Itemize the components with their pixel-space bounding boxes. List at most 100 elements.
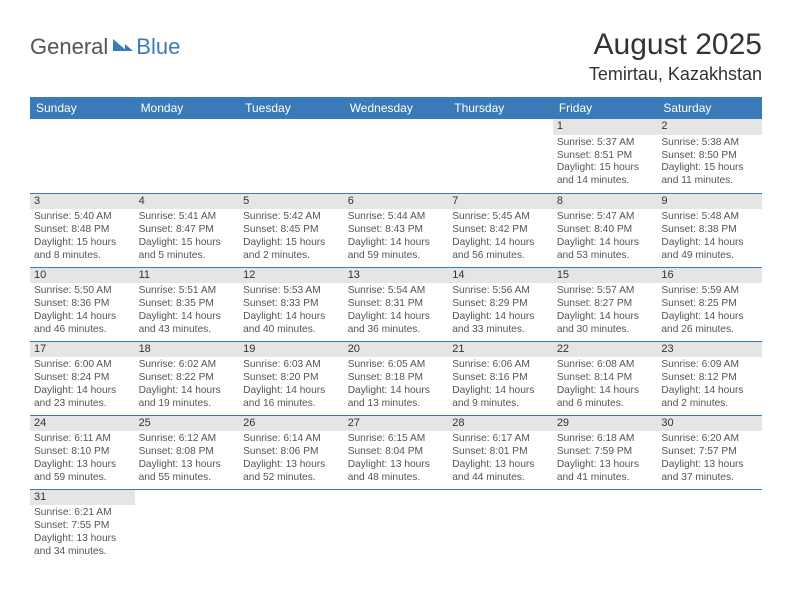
weekday-header: Saturday [657,97,762,119]
calendar-week-row: 31Sunrise: 6:21 AMSunset: 7:55 PMDayligh… [30,489,762,563]
calendar-day-cell: 7Sunrise: 5:45 AMSunset: 8:42 PMDaylight… [448,193,553,267]
sunset-line: Sunset: 8:31 PM [348,298,445,311]
sunset-line: Sunset: 8:06 PM [243,446,340,459]
day-number: 13 [344,268,449,284]
sunrise-line: Sunrise: 6:00 AM [34,359,131,372]
calendar-empty-cell [344,119,449,193]
location: Temirtau, Kazakhstan [589,64,762,85]
calendar-day-cell: 24Sunrise: 6:11 AMSunset: 8:10 PMDayligh… [30,415,135,489]
weekday-header: Thursday [448,97,553,119]
day-number: 24 [30,416,135,432]
sunrise-line: Sunrise: 5:50 AM [34,285,131,298]
sunset-line: Sunset: 8:22 PM [139,372,236,385]
sunset-line: Sunset: 8:38 PM [661,224,758,237]
sunrise-line: Sunrise: 6:08 AM [557,359,654,372]
sunset-line: Sunset: 8:01 PM [452,446,549,459]
calendar-table: SundayMondayTuesdayWednesdayThursdayFrid… [30,97,762,563]
calendar-day-cell: 9Sunrise: 5:48 AMSunset: 8:38 PMDaylight… [657,193,762,267]
logo-text-general: General [30,34,108,60]
calendar-day-cell: 2Sunrise: 5:38 AMSunset: 8:50 PMDaylight… [657,119,762,193]
calendar-day-cell: 14Sunrise: 5:56 AMSunset: 8:29 PMDayligh… [448,267,553,341]
daylight-line: Daylight: 14 hours and 40 minutes. [243,311,340,337]
daylight-line: Daylight: 13 hours and 34 minutes. [34,533,131,559]
daylight-line: Daylight: 14 hours and 46 minutes. [34,311,131,337]
calendar-empty-cell [553,489,658,563]
calendar-day-cell: 27Sunrise: 6:15 AMSunset: 8:04 PMDayligh… [344,415,449,489]
calendar-week-row: 24Sunrise: 6:11 AMSunset: 8:10 PMDayligh… [30,415,762,489]
day-number: 28 [448,416,553,432]
sunrise-line: Sunrise: 6:20 AM [661,433,758,446]
calendar-empty-cell [657,489,762,563]
daylight-line: Daylight: 15 hours and 8 minutes. [34,237,131,263]
sunset-line: Sunset: 8:42 PM [452,224,549,237]
calendar-day-cell: 13Sunrise: 5:54 AMSunset: 8:31 PMDayligh… [344,267,449,341]
day-number: 3 [30,194,135,210]
daylight-line: Daylight: 15 hours and 2 minutes. [243,237,340,263]
daylight-line: Daylight: 13 hours and 52 minutes. [243,459,340,485]
weekday-header: Wednesday [344,97,449,119]
weekday-header-row: SundayMondayTuesdayWednesdayThursdayFrid… [30,97,762,119]
sunrise-line: Sunrise: 5:37 AM [557,137,654,150]
sunset-line: Sunset: 7:57 PM [661,446,758,459]
daylight-line: Daylight: 14 hours and 59 minutes. [348,237,445,263]
sunset-line: Sunset: 8:04 PM [348,446,445,459]
day-number: 31 [30,490,135,506]
calendar-empty-cell [239,119,344,193]
sunset-line: Sunset: 8:14 PM [557,372,654,385]
day-number: 19 [239,342,344,358]
sunrise-line: Sunrise: 6:15 AM [348,433,445,446]
calendar-day-cell: 30Sunrise: 6:20 AMSunset: 7:57 PMDayligh… [657,415,762,489]
sunset-line: Sunset: 8:40 PM [557,224,654,237]
calendar-day-cell: 20Sunrise: 6:05 AMSunset: 8:18 PMDayligh… [344,341,449,415]
daylight-line: Daylight: 14 hours and 49 minutes. [661,237,758,263]
sunset-line: Sunset: 8:27 PM [557,298,654,311]
sunset-line: Sunset: 8:36 PM [34,298,131,311]
daylight-line: Daylight: 13 hours and 55 minutes. [139,459,236,485]
calendar-day-cell: 31Sunrise: 6:21 AMSunset: 7:55 PMDayligh… [30,489,135,563]
calendar-empty-cell [30,119,135,193]
sunrise-line: Sunrise: 6:03 AM [243,359,340,372]
calendar-day-cell: 17Sunrise: 6:00 AMSunset: 8:24 PMDayligh… [30,341,135,415]
sunset-line: Sunset: 8:16 PM [452,372,549,385]
sunrise-line: Sunrise: 5:41 AM [139,211,236,224]
calendar-day-cell: 29Sunrise: 6:18 AMSunset: 7:59 PMDayligh… [553,415,658,489]
calendar-day-cell: 8Sunrise: 5:47 AMSunset: 8:40 PMDaylight… [553,193,658,267]
day-number: 22 [553,342,658,358]
sunset-line: Sunset: 8:33 PM [243,298,340,311]
sunrise-line: Sunrise: 6:18 AM [557,433,654,446]
day-number: 30 [657,416,762,432]
day-number: 9 [657,194,762,210]
sunset-line: Sunset: 8:25 PM [661,298,758,311]
daylight-line: Daylight: 14 hours and 2 minutes. [661,385,758,411]
title-block: August 2025 Temirtau, Kazakhstan [589,28,762,85]
day-number: 23 [657,342,762,358]
weekday-header: Friday [553,97,658,119]
calendar-empty-cell [135,119,240,193]
calendar-week-row: 17Sunrise: 6:00 AMSunset: 8:24 PMDayligh… [30,341,762,415]
day-number: 14 [448,268,553,284]
daylight-line: Daylight: 15 hours and 11 minutes. [661,162,758,188]
daylight-line: Daylight: 13 hours and 59 minutes. [34,459,131,485]
sunset-line: Sunset: 8:20 PM [243,372,340,385]
daylight-line: Daylight: 14 hours and 53 minutes. [557,237,654,263]
day-number: 1 [553,119,658,135]
sunrise-line: Sunrise: 5:56 AM [452,285,549,298]
calendar-day-cell: 10Sunrise: 5:50 AMSunset: 8:36 PMDayligh… [30,267,135,341]
sunset-line: Sunset: 8:43 PM [348,224,445,237]
calendar-day-cell: 23Sunrise: 6:09 AMSunset: 8:12 PMDayligh… [657,341,762,415]
calendar-day-cell: 3Sunrise: 5:40 AMSunset: 8:48 PMDaylight… [30,193,135,267]
calendar-day-cell: 15Sunrise: 5:57 AMSunset: 8:27 PMDayligh… [553,267,658,341]
daylight-line: Daylight: 15 hours and 5 minutes. [139,237,236,263]
calendar-empty-cell [135,489,240,563]
daylight-line: Daylight: 14 hours and 26 minutes. [661,311,758,337]
logo-text-blue: Blue [136,34,180,60]
daylight-line: Daylight: 13 hours and 41 minutes. [557,459,654,485]
daylight-line: Daylight: 14 hours and 30 minutes. [557,311,654,337]
calendar-day-cell: 5Sunrise: 5:42 AMSunset: 8:45 PMDaylight… [239,193,344,267]
calendar-day-cell: 11Sunrise: 5:51 AMSunset: 8:35 PMDayligh… [135,267,240,341]
sunrise-line: Sunrise: 6:09 AM [661,359,758,372]
daylight-line: Daylight: 14 hours and 56 minutes. [452,237,549,263]
day-number: 2 [657,119,762,135]
day-number: 7 [448,194,553,210]
daylight-line: Daylight: 13 hours and 37 minutes. [661,459,758,485]
